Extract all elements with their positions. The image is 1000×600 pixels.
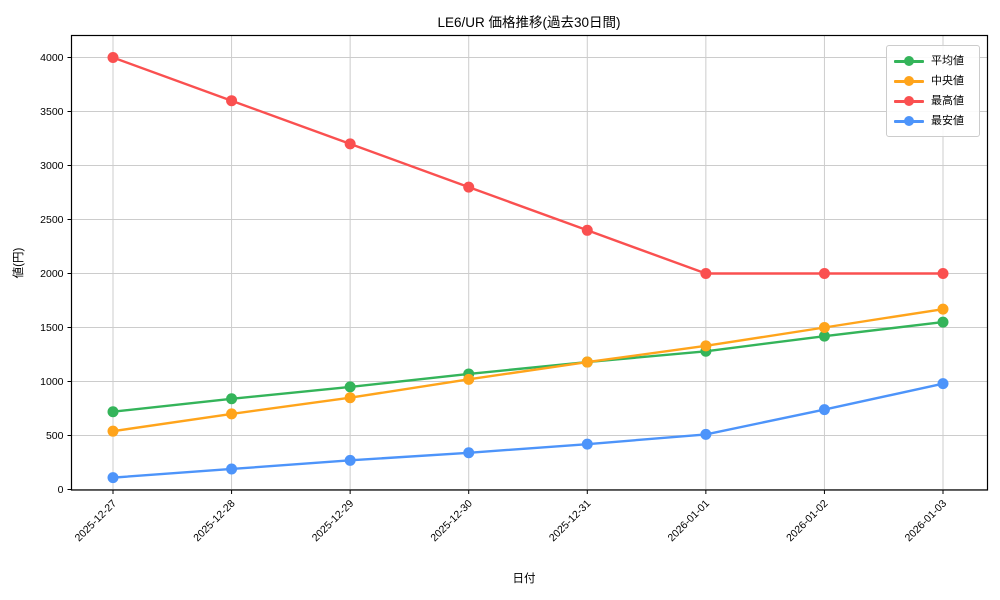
data-point [226, 408, 238, 420]
data-point [937, 303, 949, 315]
data-point [107, 406, 119, 418]
x-tick-label: 2026-01-03 [903, 498, 950, 545]
x-tick-label: 2026-01-01 [666, 498, 713, 545]
series-2 [107, 52, 949, 279]
data-point [818, 330, 830, 342]
legend-label: 中央値 [931, 75, 964, 87]
plot-border [70, 34, 989, 491]
legend-label: 最高値 [931, 95, 964, 107]
x-tick-label: 2025-12-30 [428, 498, 475, 545]
data-point [700, 268, 712, 279]
data-point [107, 472, 119, 484]
data-point [818, 268, 830, 279]
legend: 平均値中央値最高値最安値 [886, 45, 980, 137]
y-tick-label: 3000 [40, 160, 64, 172]
y-tick-label: 500 [46, 430, 64, 442]
data-point [818, 404, 830, 416]
y-tick-label: 0 [58, 484, 64, 496]
data-point [226, 463, 238, 475]
series-line-0 [112, 320, 944, 413]
series-line-3 [112, 382, 944, 479]
x-tick-label: 2026-01-02 [784, 498, 831, 545]
series-line-1 [112, 307, 944, 433]
x-tick-label: 2025-12-28 [191, 498, 238, 545]
data-point [344, 454, 356, 466]
legend-entry-2: 最高値 [894, 91, 972, 111]
data-point [937, 268, 949, 279]
legend-entry-0: 平均値 [894, 51, 972, 71]
data-point [226, 393, 238, 405]
data-point [818, 322, 830, 333]
y-tick-label: 3500 [40, 106, 64, 118]
data-point [937, 316, 949, 328]
data-point [463, 373, 475, 385]
legend-label: 最安値 [931, 115, 964, 127]
series-3 [107, 378, 949, 484]
data-point [700, 428, 712, 440]
x-tick-label: 2025-12-29 [310, 498, 357, 545]
y-tick-labels: 0 500 1000 1500 2000 2500 3000 3500 4000 [40, 52, 64, 496]
legend-entry-1: 中央値 [894, 71, 972, 91]
y-tick-label: 1500 [40, 322, 64, 334]
legend-label: 平均値 [931, 55, 964, 67]
data-point [226, 95, 238, 107]
data-point [463, 181, 475, 193]
series-1 [107, 303, 949, 437]
data-point [344, 138, 356, 150]
chart-title: LE6/UR 価格推移(過去30日間) [437, 15, 621, 30]
data-point [344, 381, 356, 393]
data-point [581, 356, 593, 368]
y-tick-label: 2000 [40, 268, 64, 280]
data-point [581, 438, 593, 450]
x-tick-label: 2025-12-31 [547, 498, 594, 545]
y-tick-label: 2500 [40, 214, 64, 226]
data-point [107, 52, 119, 63]
legend-marker-icon [894, 55, 924, 67]
gridlines [71, 35, 988, 490]
axes [67, 34, 989, 494]
data-point [463, 447, 475, 459]
legend-marker-icon [894, 75, 924, 87]
data-point [700, 340, 712, 352]
data-point [581, 224, 593, 236]
x-axis-label: 日付 [512, 573, 536, 585]
y-tick-label: 1000 [40, 376, 64, 388]
legend-entry-3: 最安値 [894, 111, 972, 131]
x-tick-labels: 2025-12-27 2025-12-28 2025-12-29 2025-12-30… [73, 498, 950, 545]
series-line-2 [112, 56, 943, 275]
x-tick-label: 2025-12-27 [73, 498, 120, 545]
data-point [937, 378, 949, 390]
y-axis-label: 値(円) [13, 247, 25, 279]
legend-marker-icon [894, 95, 924, 107]
y-tick-label: 4000 [40, 52, 64, 64]
legend-marker-icon [894, 115, 924, 127]
data-point [344, 392, 356, 404]
data-point [107, 425, 119, 437]
